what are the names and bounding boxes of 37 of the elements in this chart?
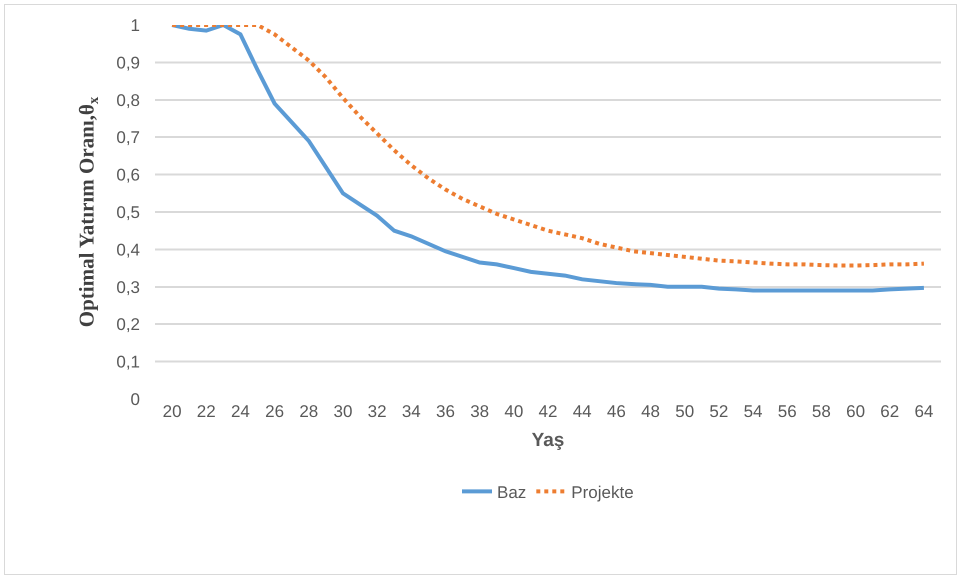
x-tick-label: 36 [436, 402, 455, 421]
x-tick-label: 26 [265, 402, 284, 421]
x-tick-label: 60 [846, 402, 866, 421]
x-tick-label: 52 [709, 402, 728, 421]
x-tick-label: 34 [402, 402, 421, 421]
x-tick-label: 64 [914, 402, 934, 421]
y-tick-label: 0,5 [116, 202, 140, 222]
x-tick-label: 62 [880, 402, 900, 421]
y-tick-label: 0,6 [116, 166, 140, 185]
x-tick-label: 20 [162, 402, 182, 421]
y-tick-label: 0 [130, 390, 140, 409]
x-tick-label: 38 [470, 402, 490, 421]
x-tick-label: 44 [572, 402, 592, 421]
x-tick-label: 32 [368, 402, 387, 421]
x-tick-label: 40 [504, 402, 524, 421]
x-tick-label: 56 [778, 402, 797, 421]
y-tick-label: 0,2 [116, 315, 140, 334]
y-tick-label: 0,8 [116, 90, 140, 110]
y-tick-label: 0,1 [116, 352, 140, 372]
x-tick-label: 46 [606, 402, 626, 421]
x-tick-label: 24 [230, 402, 250, 421]
y-tick-label: 0,4 [116, 240, 140, 260]
x-tick-label: 22 [196, 402, 216, 421]
y-tick-label: 0,7 [116, 128, 140, 148]
x-tick-label: 42 [538, 402, 558, 421]
x-tick-label: 58 [812, 402, 831, 421]
x-tick-label: 28 [299, 402, 318, 421]
x-tick-label: 54 [744, 402, 762, 421]
x-tick-label: 50 [675, 402, 694, 421]
x-tick-label: 30 [334, 402, 352, 421]
legend-label: Projekte [571, 482, 634, 502]
x-tick-label: 48 [641, 402, 660, 421]
y-tick-label: 0,9 [116, 53, 140, 72]
y-tick-label: 0,3 [116, 278, 140, 297]
y-tick-label: 1 [130, 16, 140, 35]
x-axis-title: Yaş [532, 430, 564, 451]
legend-label: Baz [497, 482, 526, 502]
